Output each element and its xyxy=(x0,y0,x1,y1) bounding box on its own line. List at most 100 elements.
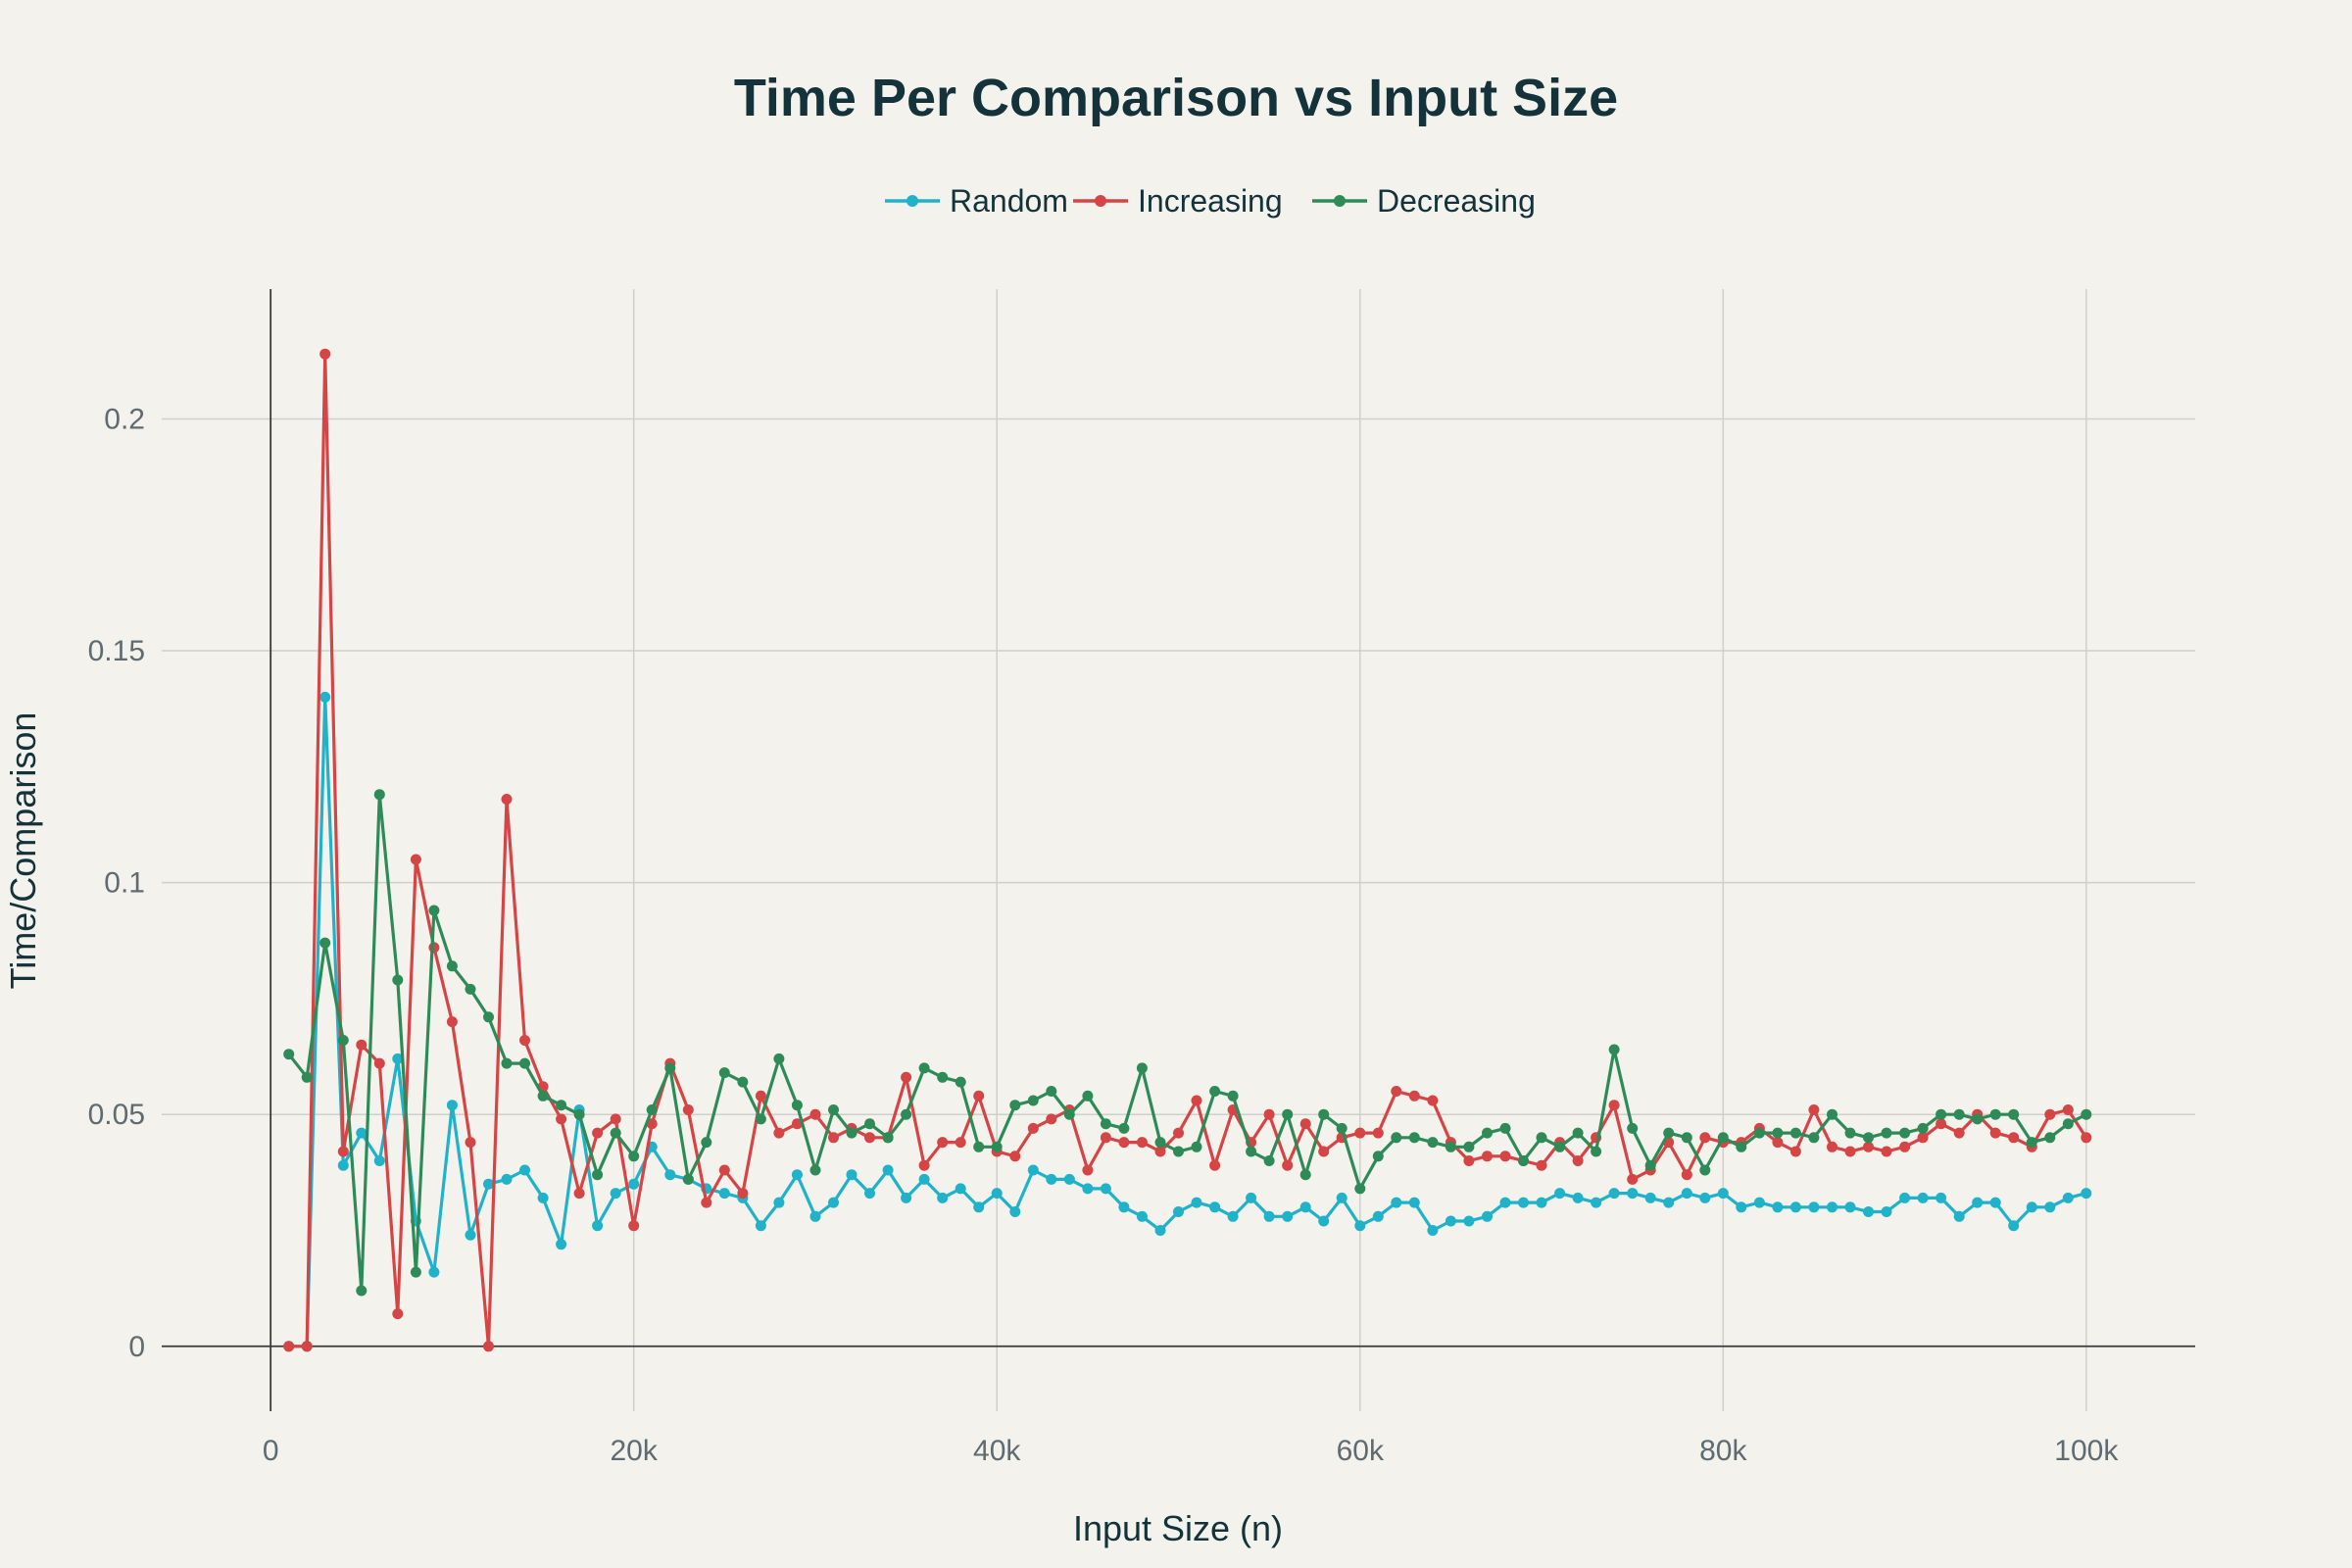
data-point-decreasing[interactable] xyxy=(1953,1108,1965,1120)
data-point-increasing[interactable] xyxy=(428,942,440,954)
data-point-increasing[interactable] xyxy=(501,794,513,805)
data-point-random[interactable] xyxy=(1227,1210,1239,1222)
data-point-random[interactable] xyxy=(1953,1210,1965,1222)
data-point-random[interactable] xyxy=(1372,1210,1384,1222)
data-point-decreasing[interactable] xyxy=(901,1108,912,1120)
data-point-increasing[interactable] xyxy=(465,1137,476,1149)
data-point-random[interactable] xyxy=(356,1127,368,1139)
data-point-increasing[interactable] xyxy=(1827,1141,1838,1152)
data-point-increasing[interactable] xyxy=(1154,1146,1166,1157)
data-point-random[interactable] xyxy=(319,691,331,703)
data-point-random[interactable] xyxy=(918,1173,930,1185)
data-point-random[interactable] xyxy=(1899,1192,1911,1203)
data-point-decreasing[interactable] xyxy=(1591,1146,1602,1157)
data-point-decreasing[interactable] xyxy=(446,960,458,972)
legend[interactable]: Random Increasing Decreasing xyxy=(885,183,1536,219)
data-point-decreasing[interactable] xyxy=(1936,1108,1947,1120)
data-point-increasing[interactable] xyxy=(1953,1127,1965,1139)
data-point-decreasing[interactable] xyxy=(1808,1132,1820,1144)
data-point-decreasing[interactable] xyxy=(737,1076,749,1088)
data-point-decreasing[interactable] xyxy=(556,1100,567,1111)
data-point-random[interactable] xyxy=(1063,1173,1075,1185)
data-point-increasing[interactable] xyxy=(373,1057,385,1069)
data-point-random[interactable] xyxy=(628,1178,640,1190)
data-point-increasing[interactable] xyxy=(701,1197,712,1208)
data-point-random[interactable] xyxy=(1463,1215,1475,1227)
data-point-random[interactable] xyxy=(1844,1201,1856,1213)
data-point-increasing[interactable] xyxy=(2044,1108,2056,1120)
data-point-increasing[interactable] xyxy=(1299,1118,1311,1130)
data-point-decreasing[interactable] xyxy=(809,1164,821,1176)
data-point-decreasing[interactable] xyxy=(1246,1146,1257,1157)
data-point-decreasing[interactable] xyxy=(773,1053,785,1064)
data-point-decreasing[interactable] xyxy=(1427,1137,1439,1149)
data-point-increasing[interactable] xyxy=(1118,1137,1130,1149)
data-point-decreasing[interactable] xyxy=(1699,1164,1711,1176)
data-point-increasing[interactable] xyxy=(1772,1137,1784,1149)
data-point-random[interactable] xyxy=(1191,1197,1202,1208)
data-point-increasing[interactable] xyxy=(1100,1132,1111,1144)
data-point-decreasing[interactable] xyxy=(1499,1122,1511,1134)
data-point-increasing[interactable] xyxy=(1936,1118,1947,1130)
data-point-increasing[interactable] xyxy=(918,1159,930,1171)
data-point-increasing[interactable] xyxy=(937,1137,949,1149)
data-point-random[interactable] xyxy=(1881,1206,1892,1217)
data-point-decreasing[interactable] xyxy=(1789,1127,1801,1139)
legend-item-increasing[interactable]: Increasing xyxy=(1073,183,1283,219)
data-point-random[interactable] xyxy=(1173,1206,1184,1217)
data-point-decreasing[interactable] xyxy=(1408,1132,1420,1144)
data-point-increasing[interactable] xyxy=(682,1104,694,1115)
data-point-increasing[interactable] xyxy=(410,854,421,865)
data-point-random[interactable] xyxy=(1299,1201,1311,1213)
data-point-decreasing[interactable] xyxy=(664,1062,676,1074)
data-point-random[interactable] xyxy=(2081,1188,2092,1200)
data-point-increasing[interactable] xyxy=(1009,1151,1021,1162)
data-point-increasing[interactable] xyxy=(628,1220,640,1232)
data-point-random[interactable] xyxy=(1536,1197,1547,1208)
data-point-decreasing[interactable] xyxy=(991,1141,1003,1152)
data-point-random[interactable] xyxy=(1154,1225,1166,1236)
data-point-increasing[interactable] xyxy=(592,1127,604,1139)
data-point-decreasing[interactable] xyxy=(1282,1108,1294,1120)
data-point-decreasing[interactable] xyxy=(646,1104,658,1115)
data-point-random[interactable] xyxy=(1644,1192,1656,1203)
data-point-decreasing[interactable] xyxy=(283,1049,295,1060)
data-point-decreasing[interactable] xyxy=(373,789,385,801)
data-point-decreasing[interactable] xyxy=(628,1151,640,1162)
data-point-decreasing[interactable] xyxy=(1753,1127,1765,1139)
data-point-decreasing[interactable] xyxy=(1736,1141,1747,1152)
data-point-increasing[interactable] xyxy=(1627,1173,1639,1185)
data-point-decreasing[interactable] xyxy=(356,1285,368,1297)
data-point-random[interactable] xyxy=(1936,1192,1947,1203)
data-point-decreasing[interactable] xyxy=(1336,1122,1348,1134)
data-point-decreasing[interactable] xyxy=(392,974,404,986)
data-point-decreasing[interactable] xyxy=(1046,1086,1057,1097)
data-point-increasing[interactable] xyxy=(1191,1095,1202,1106)
data-point-random[interactable] xyxy=(1863,1206,1874,1217)
data-point-random[interactable] xyxy=(2008,1220,2020,1232)
data-point-decreasing[interactable] xyxy=(519,1057,530,1069)
data-point-decreasing[interactable] xyxy=(1173,1146,1184,1157)
data-point-increasing[interactable] xyxy=(1318,1146,1330,1157)
data-point-random[interactable] xyxy=(973,1201,985,1213)
data-point-random[interactable] xyxy=(1263,1210,1275,1222)
data-point-increasing[interactable] xyxy=(1263,1108,1275,1120)
data-point-decreasing[interactable] xyxy=(1027,1095,1039,1106)
data-point-random[interactable] xyxy=(991,1188,1003,1200)
data-point-decreasing[interactable] xyxy=(1445,1141,1456,1152)
data-point-decreasing[interactable] xyxy=(1154,1137,1166,1149)
data-point-increasing[interactable] xyxy=(955,1137,966,1149)
data-point-decreasing[interactable] xyxy=(1191,1141,1202,1152)
data-point-increasing[interactable] xyxy=(1354,1127,1366,1139)
data-point-decreasing[interactable] xyxy=(2008,1108,2020,1120)
data-point-random[interactable] xyxy=(1972,1197,1984,1208)
data-point-random[interactable] xyxy=(1554,1188,1566,1200)
data-point-random[interactable] xyxy=(1827,1201,1838,1213)
data-point-decreasing[interactable] xyxy=(1681,1132,1692,1144)
data-point-decreasing[interactable] xyxy=(1391,1132,1402,1144)
data-point-random[interactable] xyxy=(864,1188,875,1200)
data-point-random[interactable] xyxy=(1209,1201,1221,1213)
data-point-increasing[interactable] xyxy=(1536,1159,1547,1171)
data-point-random[interactable] xyxy=(337,1159,349,1171)
data-point-random[interactable] xyxy=(501,1173,513,1185)
